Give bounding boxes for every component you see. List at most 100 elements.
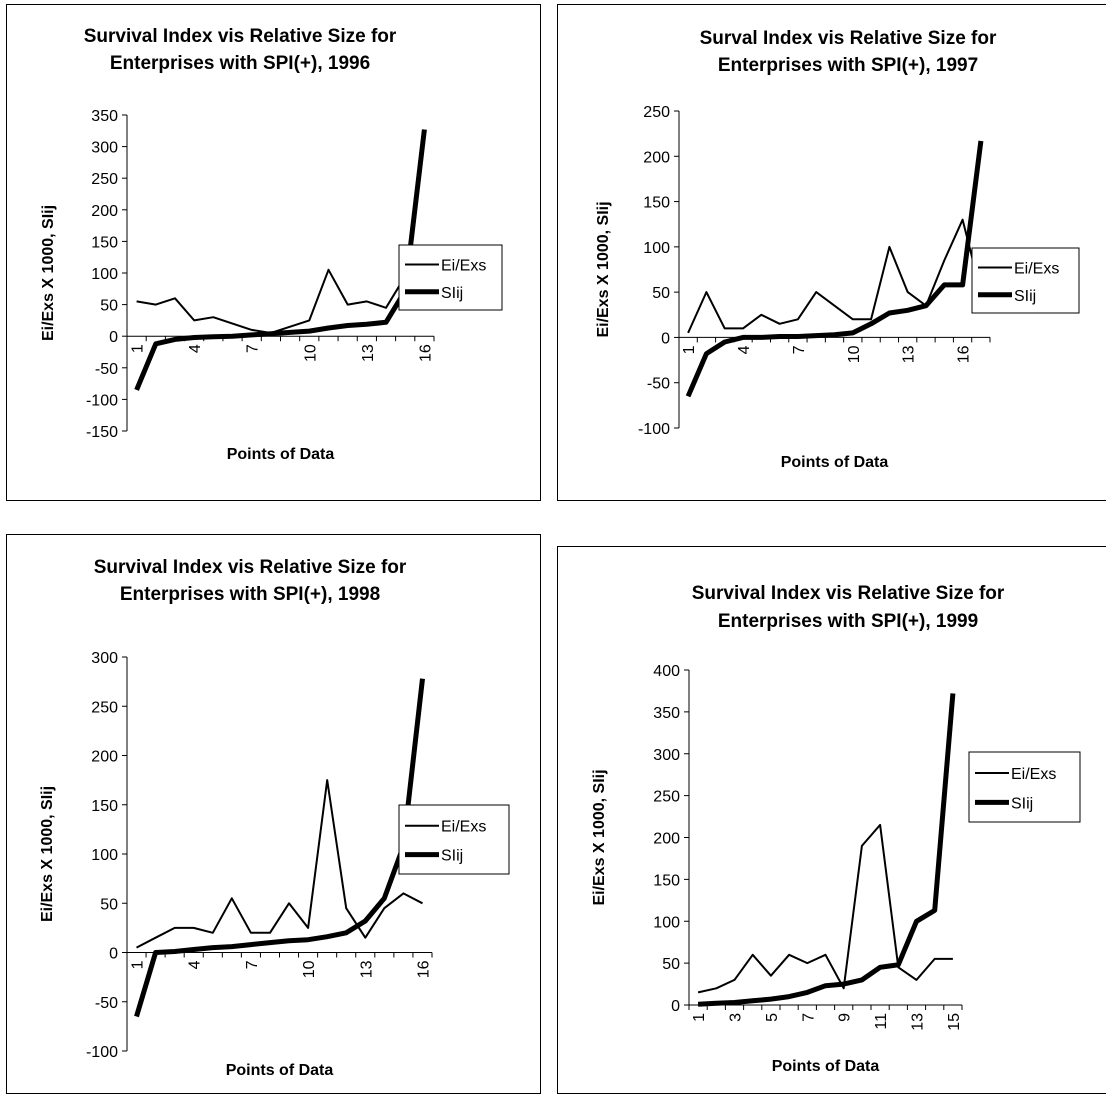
- x-tick-label: 13: [901, 345, 918, 363]
- x-tick-label: 15: [946, 1013, 963, 1031]
- chart-panel-1997: Surval Index vis Relative Size for Enterp…: [557, 4, 1106, 501]
- legend-box: [968, 751, 1081, 823]
- legend-label: Ei/Exs: [1014, 261, 1059, 278]
- x-tick-label: 10: [302, 344, 319, 362]
- y-axis-label: Ei/Exs X 1000, SIij: [591, 769, 608, 905]
- y-tick-label: 300: [653, 747, 680, 764]
- y-tick-label: 200: [91, 203, 118, 220]
- chart-1997: Surval Index vis Relative Size for Enterp…: [595, 28, 1080, 471]
- y-tick-label: 200: [91, 749, 118, 766]
- y-tick-label: -50: [647, 376, 670, 393]
- legend-box: [398, 244, 503, 311]
- legend-label: Ei/Exs: [441, 258, 486, 275]
- y-tick-label: -50: [95, 361, 118, 378]
- x-axis-label: Points of Data: [781, 454, 889, 471]
- chart-panel-1998: Survival Index vis Relative Size for Ente…: [6, 534, 541, 1094]
- y-tick-label: -100: [86, 392, 118, 409]
- y-tick-label: 350: [91, 108, 118, 125]
- chart-panel-1999: Survival Index vis Relative Size for Ente…: [557, 546, 1106, 1094]
- y-tick-label: 100: [653, 914, 680, 931]
- y-tick-label: 150: [91, 798, 118, 815]
- y-tick-label: 0: [671, 998, 680, 1015]
- y-tick-label: 250: [643, 104, 670, 121]
- series-line-ei-exs: [697, 823, 953, 994]
- y-tick-label: -100: [86, 1044, 118, 1061]
- x-tick-label: 13: [910, 1013, 927, 1031]
- y-tick-label: 350: [653, 705, 680, 722]
- chart-title-line: Survival Index vis Relative Size for: [94, 557, 407, 578]
- x-tick-label: 1: [681, 345, 698, 354]
- x-tick-label: 1: [130, 344, 147, 353]
- legend-box: [971, 247, 1080, 314]
- legend: Ei/Exs SIij: [971, 247, 1080, 314]
- x-axis-label: Points of Data: [226, 1062, 334, 1079]
- series-line-ei-exs: [136, 779, 423, 949]
- x-tick-label: 16: [415, 960, 432, 978]
- chart-1999: Survival Index vis Relative Size for Ente…: [591, 583, 1081, 1075]
- y-tick-label: 50: [652, 285, 670, 302]
- x-tick-label: 4: [736, 345, 753, 354]
- x-tick-label: 13: [360, 344, 377, 362]
- y-tick-label: 250: [653, 789, 680, 806]
- legend: Ei/Exs SIij: [398, 804, 510, 875]
- x-tick-label: 7: [791, 345, 808, 354]
- series-line-ei-exs: [687, 218, 982, 334]
- y-tick-label: 250: [91, 699, 118, 716]
- y-tick-label: 250: [91, 171, 118, 188]
- y-tick-label: 0: [109, 946, 118, 963]
- y-tick-label: -50: [95, 995, 118, 1012]
- y-tick-label: 100: [91, 266, 118, 283]
- series-line-ei-exs: [136, 268, 426, 334]
- y-tick-label: 300: [91, 140, 118, 157]
- y-tick-label: 100: [91, 847, 118, 864]
- x-tick-label: 9: [837, 1013, 854, 1022]
- y-tick-label: 50: [100, 896, 118, 913]
- y-tick-label: 0: [109, 329, 118, 346]
- x-tick-label: 7: [245, 344, 262, 353]
- x-axis-label: Points of Data: [772, 1058, 880, 1075]
- chart-1998: Survival Index vis Relative Size for Ente…: [39, 557, 510, 1079]
- series-line-siij: [134, 129, 427, 391]
- y-tick-label: 50: [662, 956, 680, 973]
- chart-title-line: Enterprises with SPI(+), 1999: [718, 611, 978, 632]
- y-tick-label: 200: [653, 831, 680, 848]
- y-tick-label: 300: [91, 650, 118, 667]
- y-tick-label: -100: [638, 421, 670, 438]
- x-tick-label: 10: [846, 345, 863, 363]
- chart-title-line: Survival Index vis Relative Size for: [692, 583, 1005, 604]
- legend-label: SIij: [441, 848, 463, 865]
- y-tick-label: 0: [661, 330, 670, 347]
- series-line-siij: [134, 678, 425, 1018]
- x-tick-label: 13: [358, 960, 375, 978]
- legend-label: SIij: [441, 285, 463, 302]
- y-tick-label: 400: [653, 663, 680, 680]
- y-axis-label: Ei/Exs X 1000, SIij: [595, 201, 612, 337]
- chart-title-line: Survival Index vis Relative Size for: [84, 26, 397, 47]
- chart-title-line: Enterprises with SPI(+), 1997: [718, 55, 978, 76]
- y-tick-label: 150: [653, 872, 680, 889]
- x-tick-label: 7: [244, 960, 261, 969]
- series-line-siij: [697, 693, 956, 1007]
- x-tick-label: 7: [800, 1013, 817, 1022]
- y-tick-label: 50: [100, 298, 118, 315]
- legend: Ei/Exs SIij: [968, 751, 1081, 823]
- legend-label: SIij: [1011, 795, 1033, 812]
- legend-label: SIij: [1014, 288, 1036, 305]
- x-axis-label: Points of Data: [227, 446, 335, 463]
- y-axis-label: Ei/Exs X 1000, SIij: [40, 205, 57, 341]
- chart-1996: Survival Index vis Relative Size for Ente…: [40, 26, 503, 463]
- x-tick-label: 4: [187, 344, 204, 353]
- chart-title-line: Enterprises with SPI(+), 1998: [120, 584, 380, 605]
- y-axis-label: Ei/Exs X 1000, SIij: [39, 786, 56, 922]
- x-tick-label: 11: [873, 1013, 890, 1030]
- x-tick-label: 16: [417, 344, 434, 362]
- y-tick-label: 200: [643, 149, 670, 166]
- legend-box: [398, 804, 510, 875]
- x-tick-label: 1: [130, 960, 147, 969]
- y-tick-label: -150: [86, 424, 118, 441]
- x-tick-label: 16: [956, 345, 973, 363]
- y-tick-label: 150: [91, 234, 118, 251]
- chart-panel-1996: Survival Index vis Relative Size for Ente…: [6, 4, 541, 501]
- y-tick-label: 100: [643, 240, 670, 257]
- legend: Ei/Exs SIij: [398, 244, 503, 311]
